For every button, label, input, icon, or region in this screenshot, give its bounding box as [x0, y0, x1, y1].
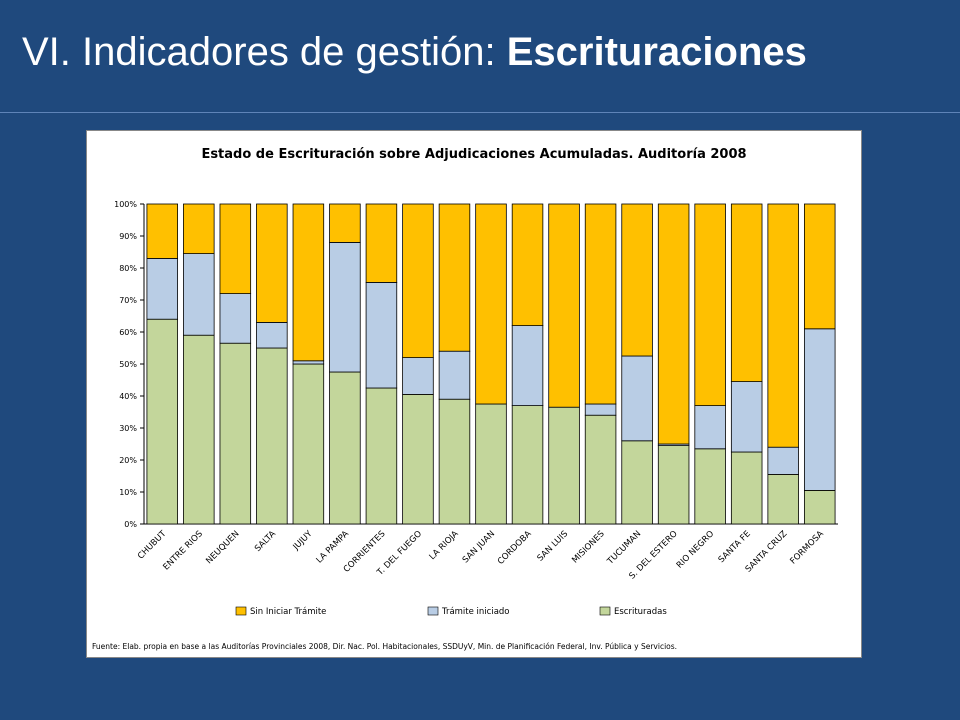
- y-tick-label: 70%: [119, 296, 137, 305]
- legend-swatch: [599, 606, 611, 616]
- bar-segment-escrituradas-salta: [256, 347, 288, 525]
- bar-segment-trámite-iniciado-tucuman: [621, 355, 653, 442]
- bar-segment-trámite-iniciado-santa-fe: [730, 381, 763, 453]
- bar-segment-sin-iniciar-trámite-san-luis: [548, 203, 580, 408]
- bar-segment-sin-iniciar-trámite-corrientes: [365, 203, 398, 283]
- bar-segment-sin-iniciar-trámite-misiones: [584, 203, 617, 405]
- bar-segment-sin-iniciar-trámite-entre-rios: [183, 203, 215, 254]
- legend: Sin Iniciar Trámite Trámite iniciado Escri…: [235, 606, 667, 617]
- slide-title-prefix: VI. Indicadores de gestión:: [22, 30, 507, 74]
- y-tick-label: 30%: [119, 424, 137, 433]
- bar-segment-escrituradas-cordoba: [511, 405, 544, 525]
- bar-segment-sin-iniciar-trámite-santa-cruz: [767, 203, 799, 448]
- bar-segment-escrituradas-jujuy: [292, 363, 325, 525]
- legend-swatch: [427, 606, 439, 616]
- bar-segment-trámite-iniciado-t-del-fuego: [402, 357, 434, 395]
- y-tick-label: 20%: [119, 456, 137, 465]
- bar-segment-trámite-iniciado-santa-cruz: [767, 446, 799, 475]
- y-tick-label: 0%: [124, 520, 137, 529]
- bar-segment-trámite-iniciado-la-rioja: [438, 350, 471, 400]
- bar-segment-escrituradas-formosa: [803, 489, 836, 525]
- bar-segment-escrituradas-chubut: [146, 318, 179, 525]
- legend-label: Trámite iniciado: [441, 607, 510, 617]
- y-tick-label: 40%: [119, 392, 137, 401]
- bar-segment-sin-iniciar-trámite-la-rioja: [438, 203, 471, 352]
- bar-segment-sin-iniciar-trámite-neuquen: [219, 203, 252, 294]
- bar-segment-sin-iniciar-trámite-formosa: [803, 203, 836, 330]
- bar-segment-trámite-iniciado-salta: [256, 321, 288, 349]
- legend-label: Sin Iniciar Trámite: [250, 607, 326, 617]
- bar-segment-trámite-iniciado-entre-rios: [183, 253, 215, 336]
- bar-segment-escrituradas-entre-rios: [183, 334, 215, 525]
- y-tick-label: 80%: [119, 264, 137, 273]
- bar-segment-escrituradas-t-del-fuego: [402, 393, 434, 525]
- bar-segment-trámite-iniciado-jujuy: [292, 360, 325, 365]
- bar-segment-sin-iniciar-trámite-san-juan: [475, 203, 507, 405]
- slide-title: VI. Indicadores de gestión: Escrituracio…: [22, 26, 807, 78]
- bar-segment-escrituradas-s-del-estero: [657, 445, 690, 525]
- slide-title-bold: Escrituraciones: [506, 30, 807, 74]
- bar-segment-escrituradas-san-juan: [475, 403, 507, 525]
- bar-segment-escrituradas-corrientes: [365, 387, 398, 525]
- bar-segment-escrituradas-san-luis: [548, 406, 580, 525]
- y-tick-label: 10%: [119, 488, 137, 497]
- y-tick-label: 60%: [119, 328, 137, 337]
- bar-segment-sin-iniciar-trámite-santa-fe: [730, 203, 763, 383]
- stacked-bar-chart: Estado de Escrituración sobre Adjudicaci…: [86, 130, 862, 658]
- bar-segment-escrituradas-la-pampa: [329, 371, 361, 525]
- legend-swatch: [235, 606, 247, 616]
- chart-source-note: Fuente: Elab. propia en base a las Audit…: [92, 642, 677, 651]
- bar-segment-sin-iniciar-trámite-rio-negro: [694, 203, 726, 407]
- bar-segment-sin-iniciar-trámite-s-del-estero: [657, 203, 690, 445]
- bar-segment-trámite-iniciado-neuquen: [219, 293, 252, 344]
- title-divider: [0, 112, 960, 113]
- bar-segment-trámite-iniciado-la-pampa: [329, 242, 361, 373]
- bar-segment-sin-iniciar-trámite-t-del-fuego: [402, 203, 434, 359]
- bar-segment-escrituradas-santa-cruz: [767, 473, 799, 525]
- y-tick-label: 100%: [114, 200, 137, 209]
- bar-segment-trámite-iniciado-corrientes: [365, 281, 398, 389]
- bar-segment-escrituradas-santa-fe: [730, 451, 763, 525]
- bar-segment-escrituradas-tucuman: [621, 440, 653, 525]
- bar-segment-sin-iniciar-trámite-la-pampa: [329, 203, 361, 243]
- bar-segment-trámite-iniciado-cordoba: [511, 325, 544, 407]
- bar-segment-sin-iniciar-trámite-cordoba: [511, 203, 544, 326]
- bar-segment-sin-iniciar-trámite-jujuy: [292, 203, 325, 362]
- chart-title: Estado de Escrituración sobre Adjudicaci…: [201, 147, 746, 162]
- y-tick-label: 50%: [119, 360, 137, 369]
- bar-segment-trámite-iniciado-chubut: [146, 257, 179, 320]
- bar-segment-trámite-iniciado-formosa: [803, 328, 836, 491]
- bar-segment-escrituradas-rio-negro: [694, 448, 726, 525]
- chart-panel: Estado de Escrituración sobre Adjudicaci…: [86, 130, 862, 658]
- bar-segment-sin-iniciar-trámite-tucuman: [621, 203, 653, 357]
- bar-segment-escrituradas-la-rioja: [438, 398, 471, 525]
- legend-label: Escrituradas: [614, 607, 667, 617]
- bar-segment-trámite-iniciado-rio-negro: [694, 405, 726, 450]
- bar-segment-sin-iniciar-trámite-salta: [256, 203, 288, 323]
- bar-segment-escrituradas-misiones: [584, 414, 617, 525]
- bars: [146, 203, 836, 525]
- bar-segment-escrituradas-neuquen: [219, 342, 252, 525]
- bar-segment-trámite-iniciado-misiones: [584, 403, 617, 416]
- bar-segment-sin-iniciar-trámite-chubut: [146, 203, 179, 259]
- y-tick-label: 90%: [119, 232, 137, 241]
